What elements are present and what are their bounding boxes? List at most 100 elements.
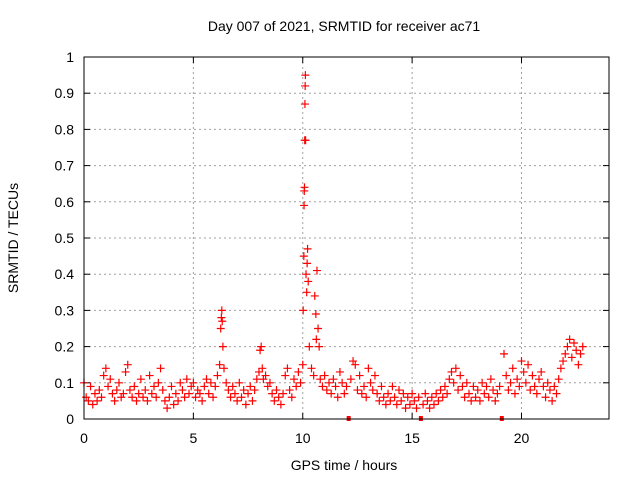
- data-point: [513, 375, 522, 384]
- data-point: [310, 291, 319, 300]
- data-point: [530, 382, 539, 391]
- data-point: [298, 360, 307, 369]
- data-point: [117, 393, 126, 402]
- data-point: [414, 393, 423, 402]
- data-point: [246, 382, 255, 391]
- data-point: [304, 277, 313, 286]
- data-point: [355, 371, 364, 380]
- data-point: [292, 382, 301, 391]
- data-point: [552, 389, 561, 398]
- data-point: [312, 335, 321, 344]
- y-tick-label: 0.9: [55, 85, 75, 101]
- data-point: [191, 393, 200, 402]
- data-point: [495, 382, 504, 391]
- data-point: [222, 378, 231, 387]
- x-axis-label: GPS time / hours: [291, 457, 398, 473]
- data-point: [532, 389, 541, 398]
- data-point: [239, 386, 248, 395]
- x-tick-label: 20: [514, 430, 530, 446]
- data-point: [301, 81, 310, 90]
- data-point: [174, 396, 183, 405]
- y-tick-label: 0.1: [55, 375, 75, 391]
- data-point: [160, 396, 169, 405]
- data-point: [270, 396, 279, 405]
- data-point: [508, 364, 517, 373]
- data-point: [256, 346, 265, 355]
- data-point: [119, 389, 128, 398]
- data-point: [421, 389, 430, 398]
- data-point: [233, 396, 242, 405]
- data-point: [250, 386, 259, 395]
- data-point: [125, 386, 134, 395]
- data-point: [274, 393, 283, 402]
- data-point: [163, 404, 172, 413]
- data-point: [134, 389, 143, 398]
- data-point: [195, 389, 204, 398]
- data-point: [327, 389, 336, 398]
- data-point: [473, 386, 482, 395]
- data-point: [506, 378, 515, 387]
- y-tick-label: 0.5: [55, 230, 75, 246]
- data-point: [176, 378, 185, 387]
- data-point: [165, 393, 174, 402]
- data-point: [121, 367, 130, 376]
- data-point: [128, 393, 137, 402]
- data-point: [150, 382, 158, 391]
- data-point: [218, 342, 227, 351]
- data-point: [338, 378, 347, 387]
- data-point: [322, 386, 331, 395]
- data-point: [167, 382, 176, 391]
- y-tick-label: 0.2: [55, 339, 75, 355]
- data-point: [178, 386, 187, 395]
- data-point: [486, 375, 495, 384]
- data-point: [489, 386, 498, 395]
- data-point: [559, 357, 568, 366]
- y-tick-label: 0.7: [55, 158, 75, 174]
- data-point: [526, 386, 535, 395]
- data-point: [545, 386, 554, 395]
- data-point: [154, 378, 163, 387]
- data-point: [97, 393, 106, 402]
- data-point: [456, 371, 465, 380]
- data-point: [206, 378, 215, 387]
- data-point: [300, 201, 309, 210]
- data-point: [504, 386, 513, 395]
- data-point: [315, 342, 324, 351]
- data-point: [303, 259, 312, 268]
- data-point: [539, 382, 548, 391]
- data-point: [550, 382, 559, 391]
- data-point: [462, 378, 471, 387]
- data-point: [90, 389, 99, 398]
- data-point: [478, 378, 487, 387]
- data-point: [475, 396, 484, 405]
- y-tick-label: 0.6: [55, 194, 75, 210]
- data-point: [180, 393, 189, 402]
- data-point: [104, 382, 113, 391]
- data-point: [171, 389, 180, 398]
- data-point: [213, 371, 222, 380]
- data-point: [434, 396, 443, 405]
- data-point: [158, 386, 167, 395]
- data-point: [139, 393, 148, 402]
- data-point: [502, 371, 511, 380]
- data-point: [491, 396, 500, 405]
- data-point: [283, 364, 292, 373]
- data-point: [325, 378, 333, 387]
- data-point: [340, 389, 349, 398]
- data-point: [318, 382, 327, 391]
- data-point: [405, 400, 414, 409]
- data-point: [265, 378, 274, 387]
- data-point: [156, 364, 165, 373]
- data-point: [362, 393, 371, 402]
- data-point: [217, 313, 226, 322]
- y-tick-label: 0.4: [55, 266, 75, 282]
- data-point: [299, 306, 308, 315]
- data-point: [241, 400, 250, 409]
- data-point: [578, 342, 587, 351]
- data-point: [548, 396, 557, 405]
- data-point: [82, 393, 91, 402]
- data-point: [432, 389, 441, 398]
- data-point: [535, 375, 543, 384]
- data-point: [570, 338, 578, 347]
- y-tick-label: 0.8: [55, 121, 75, 137]
